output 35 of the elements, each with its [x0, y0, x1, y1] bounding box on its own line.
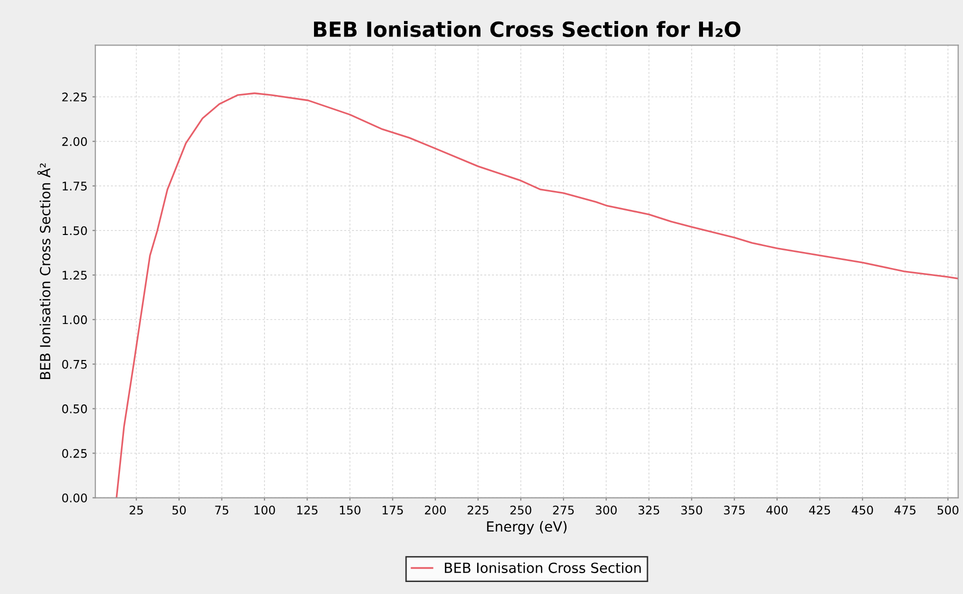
x-tick-label: 150: [340, 506, 360, 515]
x-tick-label: 250: [510, 506, 532, 515]
chart-title: BEB Ionisation Cross Section for H₂O: [314, 20, 740, 38]
y-tick-label: 0.50: [62, 404, 87, 414]
x-tick-label: 450: [852, 506, 873, 515]
y-tick-label: 1.25: [62, 270, 87, 280]
x-axis-title: Energy (eV): [487, 521, 567, 534]
y-tick-label: 0.75: [62, 360, 87, 369]
x-tick-label: 325: [638, 506, 660, 515]
y-tick-label: 0.00: [62, 493, 87, 502]
x-tick-label: 375: [724, 506, 745, 515]
y-tick-label: 2.25: [62, 92, 87, 102]
x-tick-label: 50: [172, 506, 186, 515]
x-tick-label: 200: [424, 506, 446, 515]
x-tick-label: 275: [553, 506, 574, 515]
x-tick-label: 500: [938, 506, 958, 515]
y-tick-label: 0.25: [62, 448, 87, 458]
y-axis-title: BEB Ionisation Cross Section Å²: [37, 163, 50, 380]
x-tick-label: 425: [809, 506, 830, 515]
y-tick-label: 2.00: [62, 137, 87, 146]
x-tick-label: 175: [382, 506, 403, 515]
x-tick-label: 125: [297, 506, 318, 515]
line-series: [116, 92, 958, 498]
legend-label: BEB Ionisation Cross Section: [444, 562, 641, 574]
x-tick-label: 400: [766, 506, 788, 515]
x-tick-label: 100: [254, 506, 275, 515]
y-tick-label: 1.50: [62, 226, 87, 236]
y-tick-label: 1.75: [62, 182, 87, 191]
x-tick-label: 225: [468, 506, 488, 515]
x-tick-label: 300: [596, 506, 617, 515]
x-tick-label: 475: [894, 506, 916, 515]
x-tick-label: 25: [130, 506, 143, 515]
x-tick-label: 75: [215, 506, 228, 515]
y-tick-label: 1.00: [62, 315, 87, 324]
x-tick-label: 350: [681, 506, 702, 515]
